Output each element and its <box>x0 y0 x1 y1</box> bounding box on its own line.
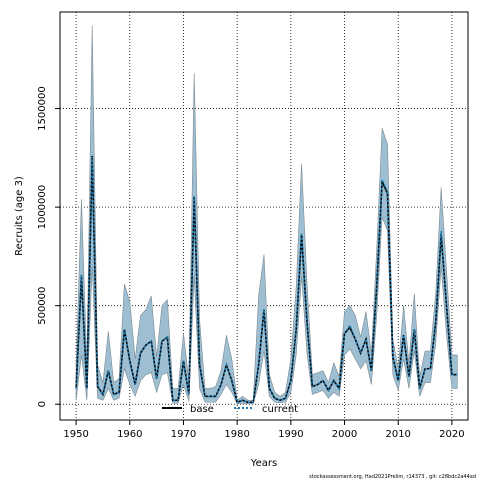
x-tick-label: 1960 <box>117 429 142 440</box>
legend: base current <box>162 404 298 415</box>
x-tick-label: 1980 <box>224 429 249 440</box>
series-line-current <box>75 156 458 404</box>
y-tick-label: 1000000 <box>37 185 48 230</box>
x-tick-label: 1990 <box>278 429 303 440</box>
footer-credit: stockassessment.org, Had2021Prelim, r143… <box>309 474 476 480</box>
y-tick-label: 1500000 <box>37 86 48 131</box>
x-tick-label: 1950 <box>63 429 88 440</box>
legend-current-label: current <box>262 404 298 415</box>
x-tick-label: 2010 <box>385 429 410 440</box>
x-axis: 1950 1960 1970 1980 1990 2000 2010 2020 <box>63 420 465 440</box>
y-axis: 0 500000 1000000 1500000 <box>37 86 60 407</box>
x-tick-label: 2020 <box>439 429 464 440</box>
legend-base-label: base <box>190 404 214 415</box>
x-tick-label: 1970 <box>171 429 196 440</box>
y-tick-label: 0 <box>37 401 48 407</box>
y-tick-label: 500000 <box>37 287 48 325</box>
x-tick-label: 2000 <box>332 429 357 440</box>
plot-frame <box>59 11 469 421</box>
y-axis-title: Recruits (age 3) <box>14 176 25 256</box>
series-lines <box>75 155 458 404</box>
x-axis-title: Years <box>250 458 277 469</box>
